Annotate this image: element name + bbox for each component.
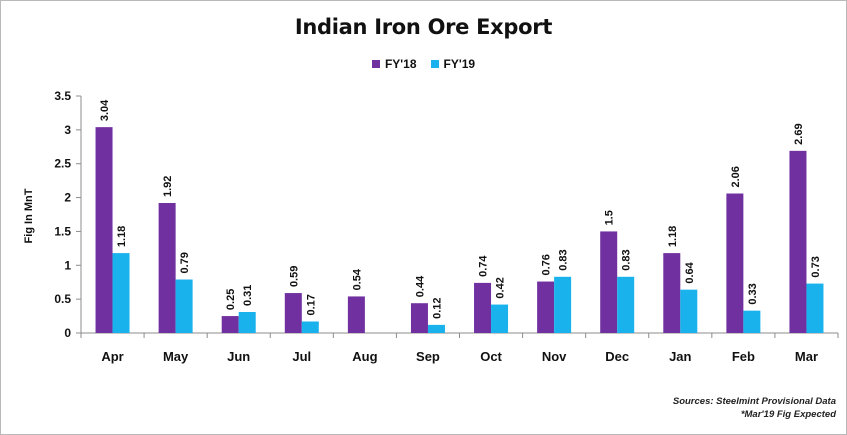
data-label: 0.83 [621, 249, 633, 270]
bar-fy18 [789, 150, 807, 333]
data-label: 2.69 [793, 123, 805, 144]
bar-fy19 [301, 321, 319, 333]
y-tick-label: 1 [64, 258, 71, 272]
bar-fy18 [474, 282, 492, 333]
chart-legend: FY'18 FY'19 [1, 57, 846, 71]
data-label: 0.25 [225, 289, 237, 310]
bar-fy18 [347, 296, 365, 333]
data-label: 0.54 [351, 268, 363, 290]
bar-fy18 [600, 231, 618, 333]
legend-item-fy18: FY'18 [371, 57, 417, 71]
x-tick-label: Mar [795, 349, 818, 364]
bar-fy18 [663, 253, 681, 333]
x-tick-label: Aug [352, 349, 377, 364]
x-tick-label: Dec [605, 349, 629, 364]
x-tick-label: May [163, 349, 189, 364]
data-label: 1.92 [162, 176, 174, 197]
x-tick-label: Jul [292, 349, 311, 364]
bar-fy19 [743, 310, 761, 333]
data-label: 1.18 [667, 226, 679, 247]
y-tick-label: 3 [64, 123, 71, 137]
expected-note: *Mar'19 Fig Expected [740, 409, 836, 420]
data-label: 0.74 [478, 255, 490, 277]
legend-swatch-fy19 [430, 60, 439, 68]
bar-fy19 [554, 276, 572, 333]
bar-fy19 [112, 253, 130, 333]
bar-fy18 [410, 303, 428, 333]
bar-fy19 [238, 312, 256, 333]
x-tick-label: Jan [669, 349, 691, 364]
data-label: 0.59 [288, 266, 300, 287]
data-label: 0.17 [305, 294, 317, 315]
bar-fy18 [158, 202, 176, 333]
y-tick-label: 3.5 [54, 89, 71, 103]
y-tick-label: 0 [64, 326, 71, 340]
y-tick-label: 1.5 [54, 224, 71, 238]
source-notes: Sources: Steelmint Provisional Data *Mar… [673, 395, 836, 421]
x-tick-label: Feb [732, 349, 755, 364]
source-note: Sources: Steelmint Provisional Data [672, 396, 836, 407]
bar-fy18 [537, 281, 555, 333]
legend-item-fy19: FY'19 [430, 57, 476, 71]
chart-title: Indian Iron Ore Export [294, 15, 553, 39]
data-label: 1.5 [604, 210, 616, 225]
bar-fy19 [175, 279, 193, 333]
y-tick-label: 2.5 [54, 157, 71, 171]
bar-fy19 [427, 324, 445, 333]
legend-label-fy19: FY'19 [443, 57, 476, 71]
x-tick-label: Apr [101, 349, 123, 364]
bar-fy18 [284, 293, 302, 333]
data-label: 2.06 [730, 166, 742, 187]
data-label: 0.83 [558, 249, 570, 270]
legend-label-fy18: FY'18 [384, 57, 417, 71]
data-label: 0.64 [684, 261, 696, 283]
bar-fy18 [221, 316, 239, 333]
y-tick-label: 0.5 [54, 292, 71, 306]
data-label: 0.12 [431, 297, 443, 318]
data-label: 0.31 [242, 285, 254, 306]
data-label: 0.44 [414, 275, 426, 297]
data-label: 1.18 [116, 226, 128, 247]
data-label: 0.73 [810, 256, 822, 277]
data-label: 0.79 [179, 252, 191, 273]
y-tick-label: 2 [64, 191, 71, 205]
legend-swatch-fy18 [371, 60, 380, 68]
bar-fy18 [95, 127, 113, 333]
x-tick-label: Jun [227, 349, 250, 364]
bar-fy19 [617, 276, 635, 333]
data-label: 0.33 [747, 283, 759, 304]
bar-fy18 [726, 193, 744, 333]
bar-fy19 [680, 289, 698, 333]
data-label: 3.04 [99, 99, 111, 121]
bar-fy19 [491, 304, 509, 333]
x-tick-label: Oct [480, 349, 502, 364]
data-label: 0.76 [541, 254, 553, 275]
x-tick-label: Nov [542, 349, 567, 364]
bar-fy19 [806, 283, 824, 333]
x-tick-label: Sep [416, 349, 440, 364]
data-label: 0.42 [495, 277, 507, 298]
